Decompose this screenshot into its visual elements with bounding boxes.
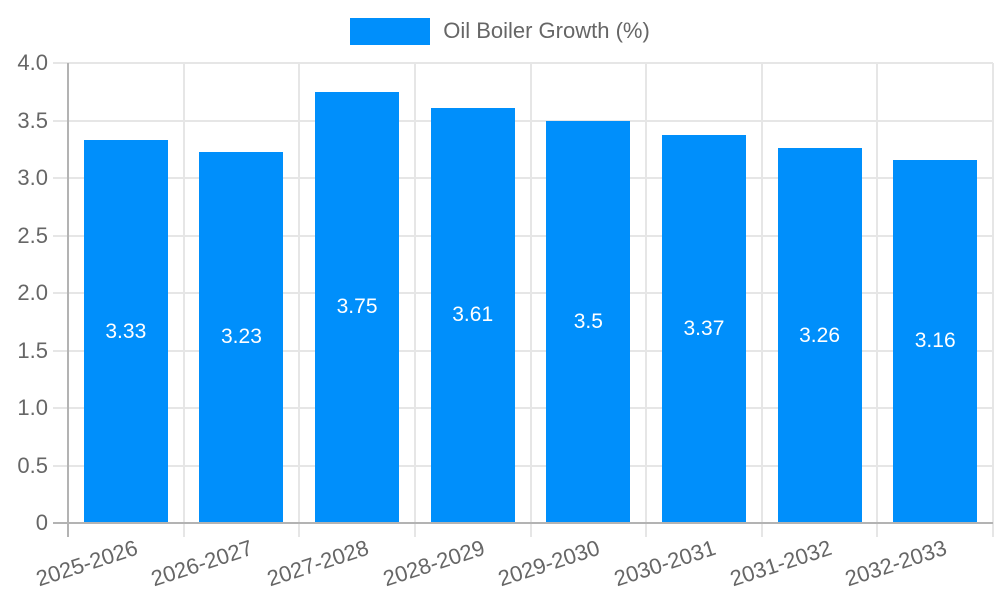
x-gridline	[876, 63, 879, 537]
x-tick-label: 2026-2027	[148, 535, 257, 592]
bar: 3.26	[777, 148, 862, 523]
bar-value-label: 3.23	[221, 325, 262, 349]
bar: 3.5	[546, 120, 631, 523]
x-tick-label: 2031-2032	[726, 535, 835, 592]
bar: 3.37	[661, 135, 746, 523]
bar-value-label: 3.5	[573, 309, 603, 333]
x-tick-label: 2029-2030	[495, 535, 604, 592]
y-tick-label: 3.5	[17, 107, 48, 133]
x-axis-line	[53, 522, 993, 524]
bar-value-label: 3.61	[452, 303, 494, 327]
legend[interactable]: Oil Boiler Growth (%)	[0, 16, 1000, 46]
y-tick-label: 0.5	[17, 452, 48, 478]
x-gridline	[182, 63, 185, 537]
x-tick-label: 2028-2029	[379, 535, 488, 592]
y-tick-label: 0	[35, 510, 48, 535]
y-gridline	[53, 62, 993, 64]
bar: 3.61	[430, 107, 515, 523]
y-gridline	[53, 407, 993, 409]
y-gridline	[53, 177, 993, 179]
bar: 3.23	[199, 151, 284, 523]
y-axis-line	[67, 63, 69, 537]
y-gridline	[53, 292, 993, 294]
bar-value-label: 3.26	[799, 323, 840, 347]
plot-area: 4.0 3.5 3.0 2.5 2.0 1.5 1.0 0.5 0 3.33 2025-2026 3.…	[17, 50, 994, 591]
x-gridline	[760, 63, 763, 537]
bar-value-label: 3.16	[914, 329, 956, 353]
bar: 3.75	[315, 91, 400, 523]
y-gridline	[53, 349, 993, 352]
legend-label: Oil Boiler Growth (%)	[443, 18, 650, 43]
x-gridline	[529, 63, 532, 537]
bar: 3.33	[83, 140, 168, 523]
y-gridline	[53, 119, 993, 122]
y-tick-label: 1.0	[17, 395, 48, 420]
x-tick-label: 2032-2033	[842, 535, 950, 592]
y-tick-label: 2.5	[17, 222, 48, 248]
y-gridline	[53, 464, 993, 467]
bar: 3.16	[893, 159, 978, 523]
y-gridline	[53, 234, 993, 237]
y-tick-label: 1.5	[17, 337, 48, 363]
y-tick-label: 2.0	[17, 280, 48, 305]
legend-swatch	[350, 17, 431, 45]
y-tick-label: 3.0	[17, 165, 48, 190]
x-gridline	[992, 63, 994, 537]
x-gridline	[298, 63, 301, 537]
x-gridline	[645, 63, 648, 537]
x-tick-label: 2027-2028	[263, 535, 372, 592]
bar-value-label: 3.33	[105, 319, 147, 343]
y-tick-label: 4.0	[17, 50, 48, 75]
x-tick-label: 2030-2031	[610, 535, 719, 592]
x-gridline	[413, 63, 416, 537]
bar-value-label: 3.37	[683, 317, 725, 341]
bar-value-label: 3.75	[336, 295, 378, 319]
x-tick-label: 2025-2026	[32, 535, 141, 592]
